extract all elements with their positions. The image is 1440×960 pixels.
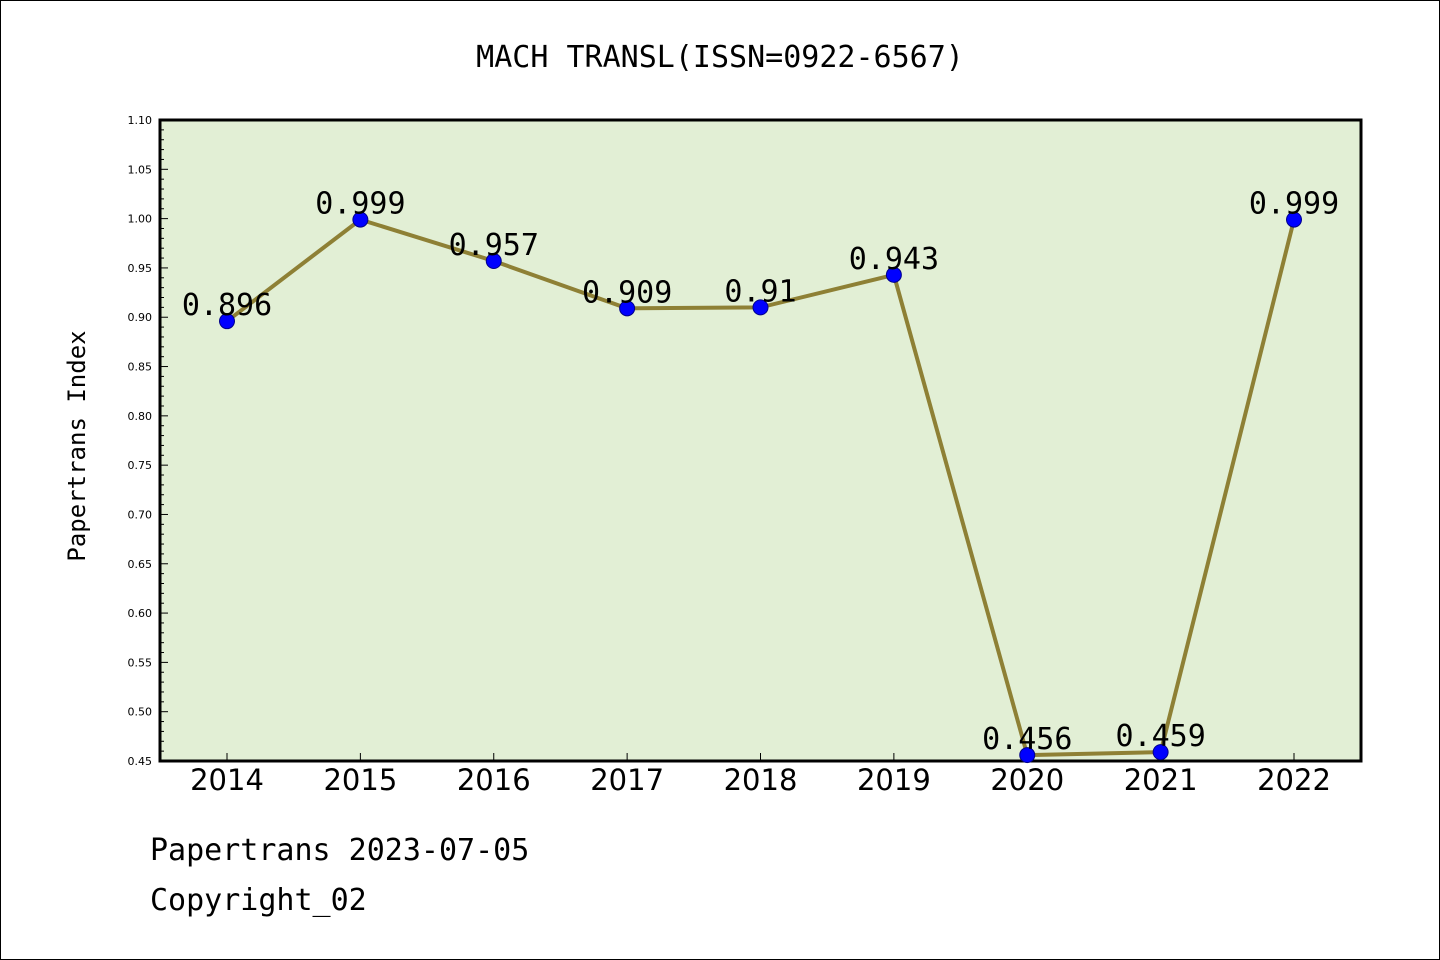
data-point [485, 253, 502, 270]
x-tick-label: 2017 [590, 763, 664, 797]
data-point [1152, 744, 1169, 761]
data-label: 0.91 [724, 274, 796, 309]
x-tick-label: 2014 [190, 763, 264, 797]
data-point [352, 211, 369, 228]
x-tick-label: 2016 [457, 763, 531, 797]
data-label: 0.459 [1115, 719, 1205, 754]
y-tick-label: 0.95 [128, 262, 153, 275]
y-tick-label: 0.50 [128, 706, 153, 719]
y-axis-label: Papertrans Index [63, 330, 91, 561]
x-tick-label: 2019 [857, 763, 931, 797]
data-label: 0.896 [182, 288, 272, 323]
data-points [219, 211, 1302, 764]
data-point [1286, 211, 1302, 228]
data-point [1019, 747, 1036, 764]
data-label: 0.999 [315, 187, 405, 222]
footer-copyright: Copyright_02 [150, 883, 367, 918]
y-tick-label: 0.60 [128, 607, 153, 620]
chart-title: MACH TRANSL(ISSN=0922-6567) [476, 40, 964, 75]
data-point [752, 299, 769, 316]
data-point [885, 266, 902, 283]
y-axis: 0.45 0.50 0.55 0.60 0.65 0.70 0.75 0.80 0.85 0.90… [128, 114, 168, 768]
x-tick-label: 2022 [1257, 763, 1331, 797]
footer-date: Papertrans 2023-07-05 [150, 833, 530, 868]
data-label: 0.999 [1249, 187, 1339, 222]
y-tick-label: 0.90 [128, 311, 153, 324]
x-tick-label: 2018 [724, 763, 798, 797]
x-tick-label: 2020 [990, 763, 1064, 797]
y-tick-label: 0.85 [128, 361, 153, 374]
data-label: 0.943 [849, 242, 939, 277]
data-label: 0.456 [982, 722, 1072, 757]
data-point [619, 300, 636, 317]
data-label: 0.909 [582, 275, 672, 310]
data-label: 0.957 [449, 228, 539, 263]
y-tick-label: 0.45 [128, 755, 153, 768]
y-tick-label: 0.80 [128, 410, 153, 423]
y-tick-label: 0.65 [128, 558, 153, 571]
x-tick-label: 2021 [1124, 763, 1198, 797]
y-tick-label: 1.00 [128, 213, 153, 226]
x-axis: 2014 2015 2016 2017 2018 2019 2020 2021 2022 [190, 753, 1331, 797]
y-tick-label: 1.10 [128, 114, 153, 127]
data-point [219, 313, 235, 330]
y-tick-label: 0.55 [128, 656, 153, 669]
data-labels: 0.896 0.999 0.957 0.909 0.91 0.943 0.456 0.459 0… [182, 187, 1339, 757]
y-tick-label: 1.05 [128, 163, 153, 176]
x-tick-label: 2015 [323, 763, 397, 797]
y-tick-label: 0.75 [128, 459, 153, 472]
y-tick-label: 0.70 [128, 508, 153, 521]
